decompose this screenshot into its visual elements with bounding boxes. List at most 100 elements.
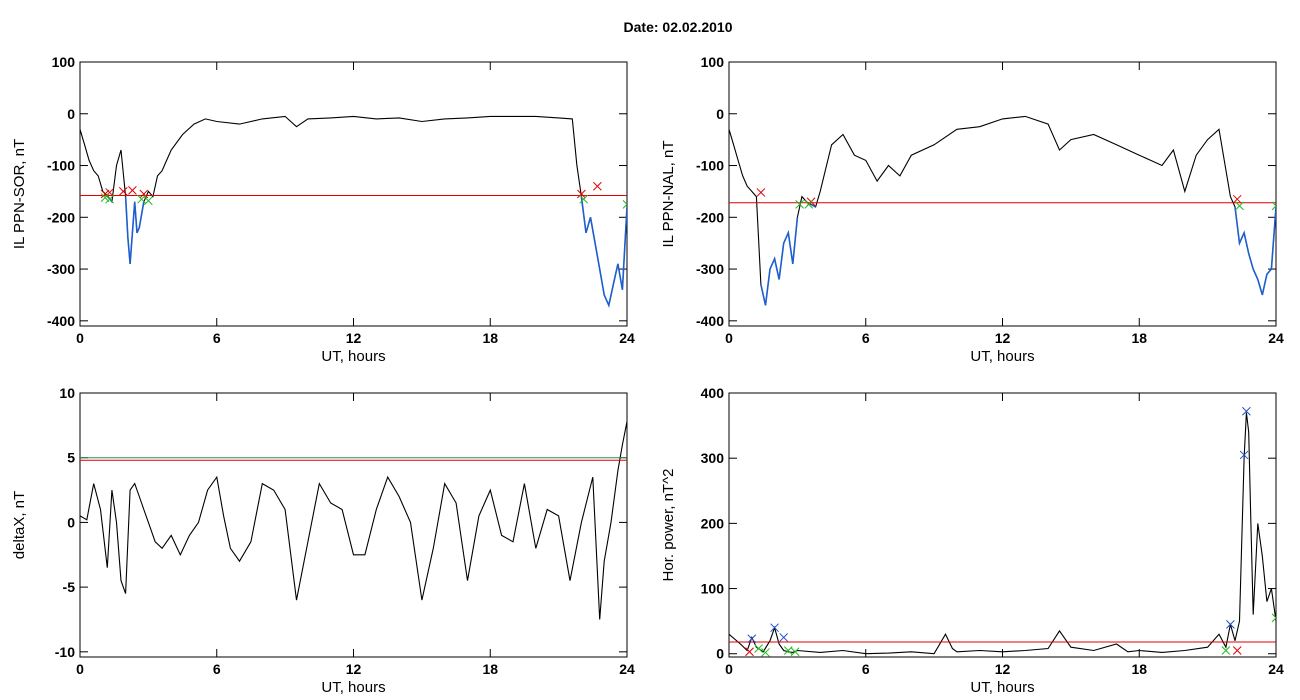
series-excess-line [1234, 206, 1276, 296]
marker-stroke [577, 189, 586, 199]
y-tick-label: 0 [67, 514, 75, 530]
marker-point [139, 189, 149, 199]
marker-stroke [779, 633, 789, 642]
x-tick-label: 24 [1268, 661, 1284, 677]
marker-stroke [761, 648, 770, 657]
marker-point [756, 188, 766, 197]
marker-stroke [1226, 620, 1235, 629]
series-excess-line [760, 217, 799, 306]
chart-power: 0 6 12 18 24 400 300 200 100 0 UT, hours Hor. power… [660, 385, 1284, 696]
marker-point [144, 196, 153, 206]
y-tick-label: -400 [696, 313, 724, 329]
x-axis-label: UT, hours [321, 348, 385, 365]
marker-point [593, 181, 602, 191]
chart-sor: 0 6 12 18 24 100 0 -100 -200 -300 -400 UT, hours IL … [11, 54, 635, 365]
marker-point [1221, 646, 1231, 655]
marker-stroke [1239, 450, 1249, 460]
marker-point [1232, 646, 1242, 655]
x-tick-label: 6 [862, 661, 870, 677]
x-tick-label: 12 [995, 330, 1011, 346]
x-axis-label: UT, hours [321, 679, 385, 696]
y-tick-label: -300 [696, 261, 724, 277]
marker-stroke [1235, 201, 1244, 211]
y-axis-label: Hor. power, nT^2 [660, 469, 677, 582]
series-line [80, 115, 627, 308]
x-tick-label: 24 [619, 661, 635, 677]
plot-frame [79, 61, 628, 327]
x-tick-label: 6 [213, 330, 221, 346]
marker-stroke [139, 189, 149, 199]
y-tick-label: -300 [47, 261, 75, 277]
marker-stroke [745, 647, 754, 657]
marker-point [779, 633, 789, 642]
y-tick-label: 100 [701, 581, 725, 597]
x-tick-label: 24 [619, 330, 635, 346]
y-tick-label: 0 [67, 106, 75, 122]
marker-stroke [1232, 194, 1242, 204]
series-excess-line [124, 196, 145, 264]
marker-point [577, 189, 586, 199]
marker-point [579, 194, 589, 204]
data-layer [80, 421, 627, 620]
y-tick-label: 0 [716, 106, 724, 122]
series-line [80, 421, 627, 620]
marker-stroke [128, 186, 137, 195]
x-tick-label: 18 [482, 330, 498, 346]
x-tick-label: 18 [1131, 661, 1147, 677]
chart-nal: 0 6 12 18 24 100 0 -100 -200 -300 -400 UT, hours IL … [660, 54, 1284, 365]
marker-point [1235, 201, 1244, 211]
x-tick-label: 6 [213, 661, 221, 677]
marker-stroke [1271, 201, 1276, 207]
marker-point [137, 194, 146, 204]
marker-stroke [579, 194, 589, 204]
y-tick-label: -200 [47, 209, 75, 225]
marker-stroke [795, 199, 805, 209]
x-tick-label: 0 [725, 330, 733, 346]
plot-frame [79, 392, 628, 658]
marker-stroke [1232, 646, 1242, 655]
y-tick-label: 200 [701, 515, 725, 531]
marker-stroke [1271, 613, 1276, 619]
marker-stroke [118, 187, 128, 196]
data-layer [80, 115, 627, 308]
y-axis-label: IL PPN-NAL, nT [660, 141, 677, 248]
marker-stroke [622, 199, 627, 206]
marker-point [747, 634, 757, 644]
marker-point [105, 194, 114, 204]
x-tick-label: 18 [482, 661, 498, 677]
marker-point [100, 193, 110, 202]
x-tick-label: 12 [346, 661, 362, 677]
marker-point [795, 199, 805, 209]
y-tick-label: -200 [696, 209, 724, 225]
marker-point [128, 186, 137, 195]
x-tick-label: 24 [1268, 330, 1284, 346]
marker-stroke [783, 646, 793, 655]
y-tick-label: 100 [52, 54, 76, 70]
data-layer [729, 406, 1276, 657]
series-line [729, 115, 1276, 306]
x-tick-label: 12 [346, 330, 362, 346]
y-tick-label: -5 [63, 579, 76, 595]
y-tick-label: 10 [59, 385, 75, 401]
x-tick-label: 0 [725, 661, 733, 677]
y-tick-label: 400 [701, 385, 725, 401]
marker-stroke [144, 196, 153, 206]
marker-stroke [100, 193, 110, 202]
data-layer [729, 115, 1276, 306]
y-tick-label: -100 [47, 158, 75, 174]
marker-point [118, 187, 128, 196]
marker-stroke [137, 194, 146, 204]
marker-stroke [790, 647, 800, 657]
x-tick-label: 0 [76, 330, 84, 346]
marker-point [790, 647, 800, 657]
marker-point [754, 644, 763, 653]
y-axis-label: deltaX, nT [11, 491, 28, 559]
marker-stroke [1271, 205, 1276, 211]
y-axis-label: IL PPN-SOR, nT [11, 139, 28, 249]
plot-frame [728, 392, 1277, 658]
x-tick-label: 12 [995, 661, 1011, 677]
marker-point [1271, 613, 1276, 623]
y-tick-label: 300 [701, 450, 725, 466]
marker-point [1242, 406, 1251, 416]
